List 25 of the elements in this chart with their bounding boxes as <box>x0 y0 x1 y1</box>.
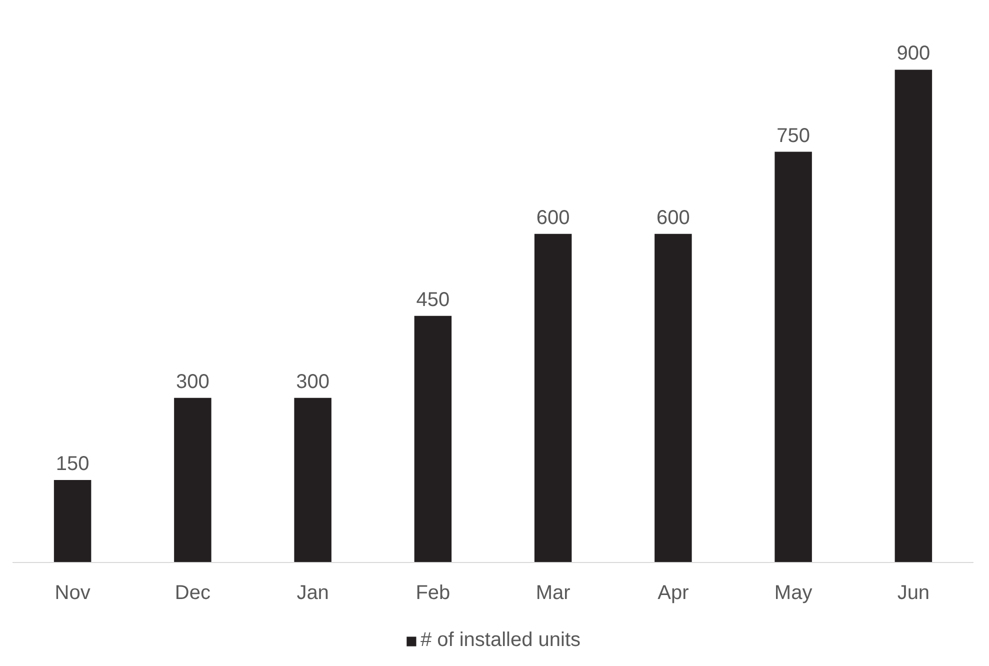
bar <box>774 152 812 562</box>
x-tick-label: May <box>774 582 812 604</box>
x-tick-label: Feb <box>416 582 450 604</box>
data-label: 300 <box>296 370 330 393</box>
bar <box>654 234 692 562</box>
data-label: 900 <box>896 42 930 65</box>
data-label: 750 <box>776 124 810 147</box>
bar <box>894 70 932 562</box>
x-tick-label: Nov <box>54 582 90 604</box>
bar <box>294 398 332 562</box>
data-label: 600 <box>536 206 570 229</box>
x-tick-label: Jun <box>897 582 930 604</box>
data-label: 450 <box>416 288 450 311</box>
data-label: 300 <box>176 370 210 393</box>
x-tick-label: Dec <box>174 582 210 604</box>
data-label: 600 <box>656 206 690 229</box>
legend-label: # of installed units <box>420 629 581 652</box>
x-tick-label: Apr <box>658 582 690 604</box>
bar <box>534 234 572 562</box>
bar <box>54 480 92 562</box>
x-tick-label: Jan <box>296 582 329 604</box>
data-label: 150 <box>56 452 90 475</box>
bar <box>174 398 212 562</box>
bar <box>414 316 452 562</box>
x-tick-label: Mar <box>536 582 571 604</box>
